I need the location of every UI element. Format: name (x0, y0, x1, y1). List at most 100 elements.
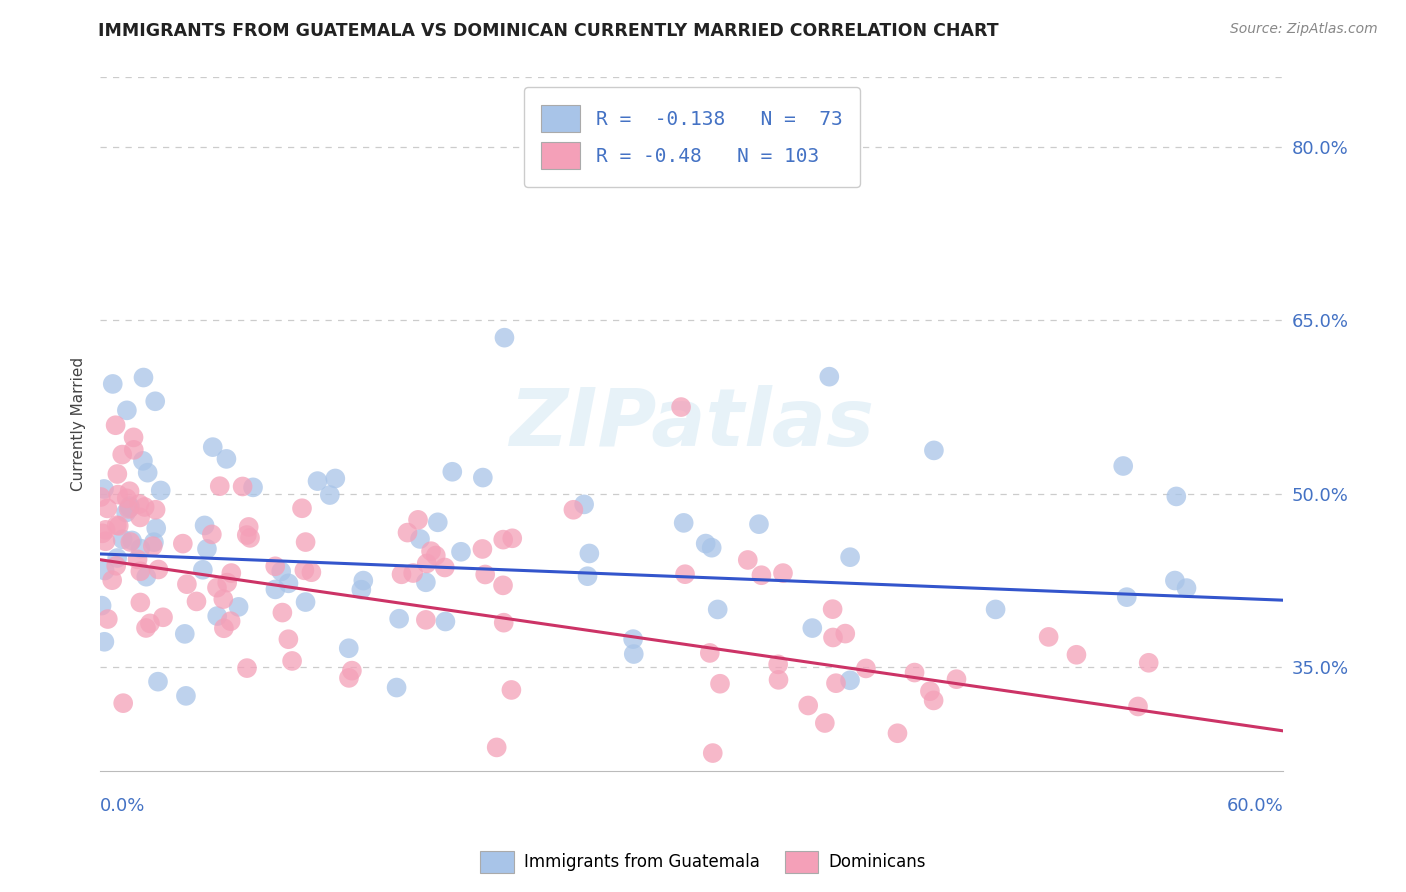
Point (132, 370, 155, 384)
Y-axis label: Currently Married: Currently Married (72, 358, 86, 491)
Point (205, 581, 228, 595)
Point (1112, 458, 1135, 473)
Point (107, 487, 129, 501)
Point (319, 488, 342, 502)
Point (176, 577, 198, 591)
Point (129, 510, 152, 524)
Point (416, 557, 439, 571)
Point (129, 564, 152, 578)
Point (111, 533, 134, 547)
Point (415, 613, 437, 627)
Point (1175, 581, 1198, 595)
Point (751, 568, 773, 582)
Point (135, 570, 157, 584)
Point (669, 400, 692, 414)
Point (903, 665, 925, 680)
Point (228, 599, 250, 614)
Point (239, 531, 262, 545)
Point (814, 716, 837, 731)
Point (415, 575, 437, 590)
Point (93, 564, 115, 578)
Point (1164, 574, 1187, 588)
Point (208, 479, 231, 493)
Point (673, 567, 696, 582)
Point (402, 566, 425, 580)
Point (174, 689, 197, 703)
Point (492, 533, 515, 547)
Point (323, 471, 346, 485)
Point (623, 647, 645, 661)
Point (471, 470, 494, 484)
Point (1038, 630, 1060, 644)
Point (107, 519, 129, 533)
Point (494, 331, 516, 345)
Point (396, 525, 419, 540)
Point (96, 501, 118, 516)
Point (101, 376, 124, 391)
Point (93, 634, 115, 648)
Point (294, 535, 316, 549)
Point (1166, 490, 1188, 504)
Text: IMMIGRANTS FROM GUATEMALA VS DOMINICAN CURRENTLY MARRIED CORRELATION CHART: IMMIGRANTS FROM GUATEMALA VS DOMINICAN C… (98, 22, 1000, 40)
Point (142, 535, 165, 549)
Point (142, 539, 165, 553)
Point (264, 582, 287, 597)
Point (236, 528, 259, 542)
Text: 60.0%: 60.0% (1226, 797, 1284, 814)
Point (117, 502, 139, 516)
Point (471, 541, 494, 556)
Point (337, 671, 360, 685)
Point (352, 574, 374, 588)
Point (821, 631, 844, 645)
Point (801, 621, 824, 635)
Point (501, 682, 523, 697)
Point (385, 681, 408, 695)
Text: 0.0%: 0.0% (100, 797, 145, 814)
Point (264, 559, 287, 574)
Point (918, 684, 941, 698)
Point (350, 582, 373, 597)
Point (145, 521, 167, 535)
Point (855, 661, 877, 675)
Point (621, 632, 644, 647)
Point (242, 480, 264, 494)
Point (122, 430, 145, 444)
Point (766, 657, 789, 672)
Point (748, 517, 770, 532)
Point (839, 673, 862, 688)
Point (945, 672, 967, 686)
Point (821, 602, 844, 616)
Point (173, 627, 195, 641)
Point (115, 506, 138, 520)
Point (90, 599, 112, 613)
Point (291, 501, 314, 516)
Point (219, 614, 242, 628)
Point (485, 740, 508, 755)
Point (388, 612, 411, 626)
Point (578, 546, 600, 560)
Point (672, 516, 695, 530)
Point (201, 527, 224, 541)
Point (281, 654, 304, 668)
Point (105, 551, 128, 566)
Point (433, 560, 456, 574)
Legend: Immigrants from Guatemala, Dominicans: Immigrants from Guatemala, Dominicans (474, 845, 932, 880)
Point (277, 576, 299, 591)
Legend: R =  -0.138   N =  73, R = -0.48   N = 103: R = -0.138 N = 73, R = -0.48 N = 103 (523, 87, 860, 187)
Point (145, 502, 167, 516)
Point (236, 661, 259, 675)
Point (212, 592, 235, 607)
Point (409, 532, 432, 546)
Point (115, 403, 138, 417)
Point (186, 594, 208, 608)
Point (700, 541, 723, 555)
Point (97, 612, 120, 626)
Point (340, 664, 363, 678)
Point (148, 562, 170, 576)
Point (136, 466, 159, 480)
Point (420, 544, 443, 558)
Point (94, 534, 117, 549)
Point (143, 394, 166, 409)
Point (172, 536, 194, 550)
Point (191, 563, 214, 577)
